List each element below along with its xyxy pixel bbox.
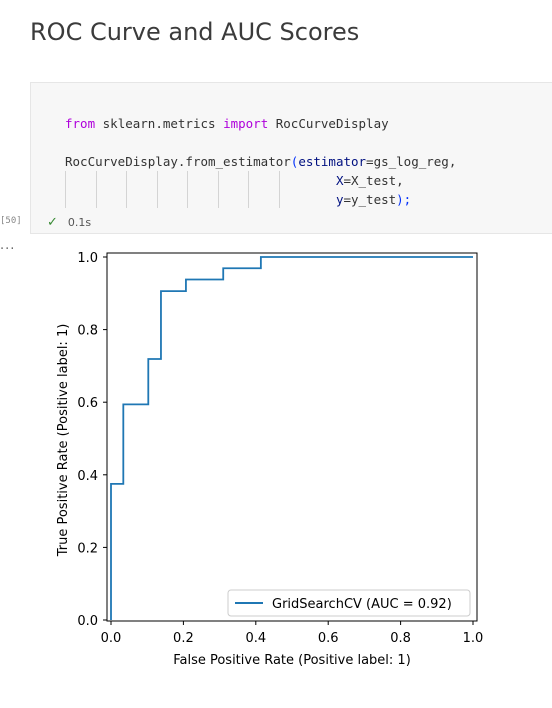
y-tick-label: 1.0	[77, 251, 98, 266]
open-paren: (	[290, 154, 299, 169]
roc-curve-line	[110, 256, 473, 620]
x-tick-label: 0.0	[101, 631, 122, 646]
arg-y-value: =y_test	[343, 192, 397, 207]
arg-x-name: X	[335, 173, 344, 188]
x-axis-label: False Positive Rate (Positive label: 1)	[173, 653, 411, 668]
roc-plot: 0.0 0.2 0.4 0.6 0.8 1.0 0.0 0.2 0.4 0.6 0.8 1.0 Fa…	[56, 251, 484, 668]
y-axis-label: True Positive Rate (Positive label: 1)	[56, 324, 71, 558]
y-tick-label: 0.0	[77, 614, 98, 629]
arg-estimator-name: estimator	[298, 154, 367, 169]
y-tick-label: 0.2	[77, 541, 98, 556]
imported-name: RocCurveDisplay	[275, 116, 389, 131]
indent-guides	[65, 171, 315, 208]
y-tick-label: 0.4	[77, 469, 98, 484]
legend: GridSearchCV (AUC = 0.92)	[227, 589, 471, 617]
y-tick-label: 0.8	[77, 324, 98, 339]
arg-y-name: y	[335, 192, 344, 207]
method-name: .from_estimator	[177, 154, 291, 169]
execution-time: 0.1s	[67, 216, 92, 229]
x-axis-ticks: 0.0 0.2 0.4 0.6 0.8 1.0	[101, 621, 484, 646]
legend-box	[227, 589, 471, 617]
x-tick-label: 1.0	[463, 631, 484, 646]
legend-label: GridSearchCV (AUC = 0.92)	[272, 597, 452, 612]
keyword-from: from	[65, 116, 96, 131]
output-prompt-ellipsis[interactable]: ...	[0, 238, 16, 253]
series-group	[110, 256, 473, 620]
x-tick-label: 0.6	[318, 631, 339, 646]
x-tick-label: 0.8	[390, 631, 411, 646]
y-tick-label: 0.6	[77, 396, 98, 411]
x-tick-label: 0.2	[173, 631, 194, 646]
arg-x-value: =X_test,	[343, 173, 404, 188]
x-tick-label: 0.4	[245, 631, 266, 646]
y-axis-ticks: 0.0 0.2 0.4 0.6 0.8 1.0	[77, 251, 107, 629]
code-editor[interactable]: from sklearn.metrics import RocCurveDisp…	[65, 114, 456, 209]
check-icon: ✓	[47, 215, 58, 230]
class-name: RocCurveDisplay	[65, 154, 178, 169]
module-name: sklearn.metrics	[102, 116, 216, 131]
execution-count: [50]	[0, 216, 22, 226]
markdown-heading: ROC Curve and AUC Scores	[30, 18, 360, 46]
keyword-import: import	[223, 116, 269, 131]
arg-estimator-value: =gs_log_reg,	[366, 154, 457, 169]
close-paren: );	[396, 192, 412, 207]
code-cell[interactable]: from sklearn.metrics import RocCurveDisp…	[30, 82, 552, 234]
plot-axes-frame	[106, 252, 478, 622]
cell-status: ✓ 0.1s	[47, 215, 91, 230]
